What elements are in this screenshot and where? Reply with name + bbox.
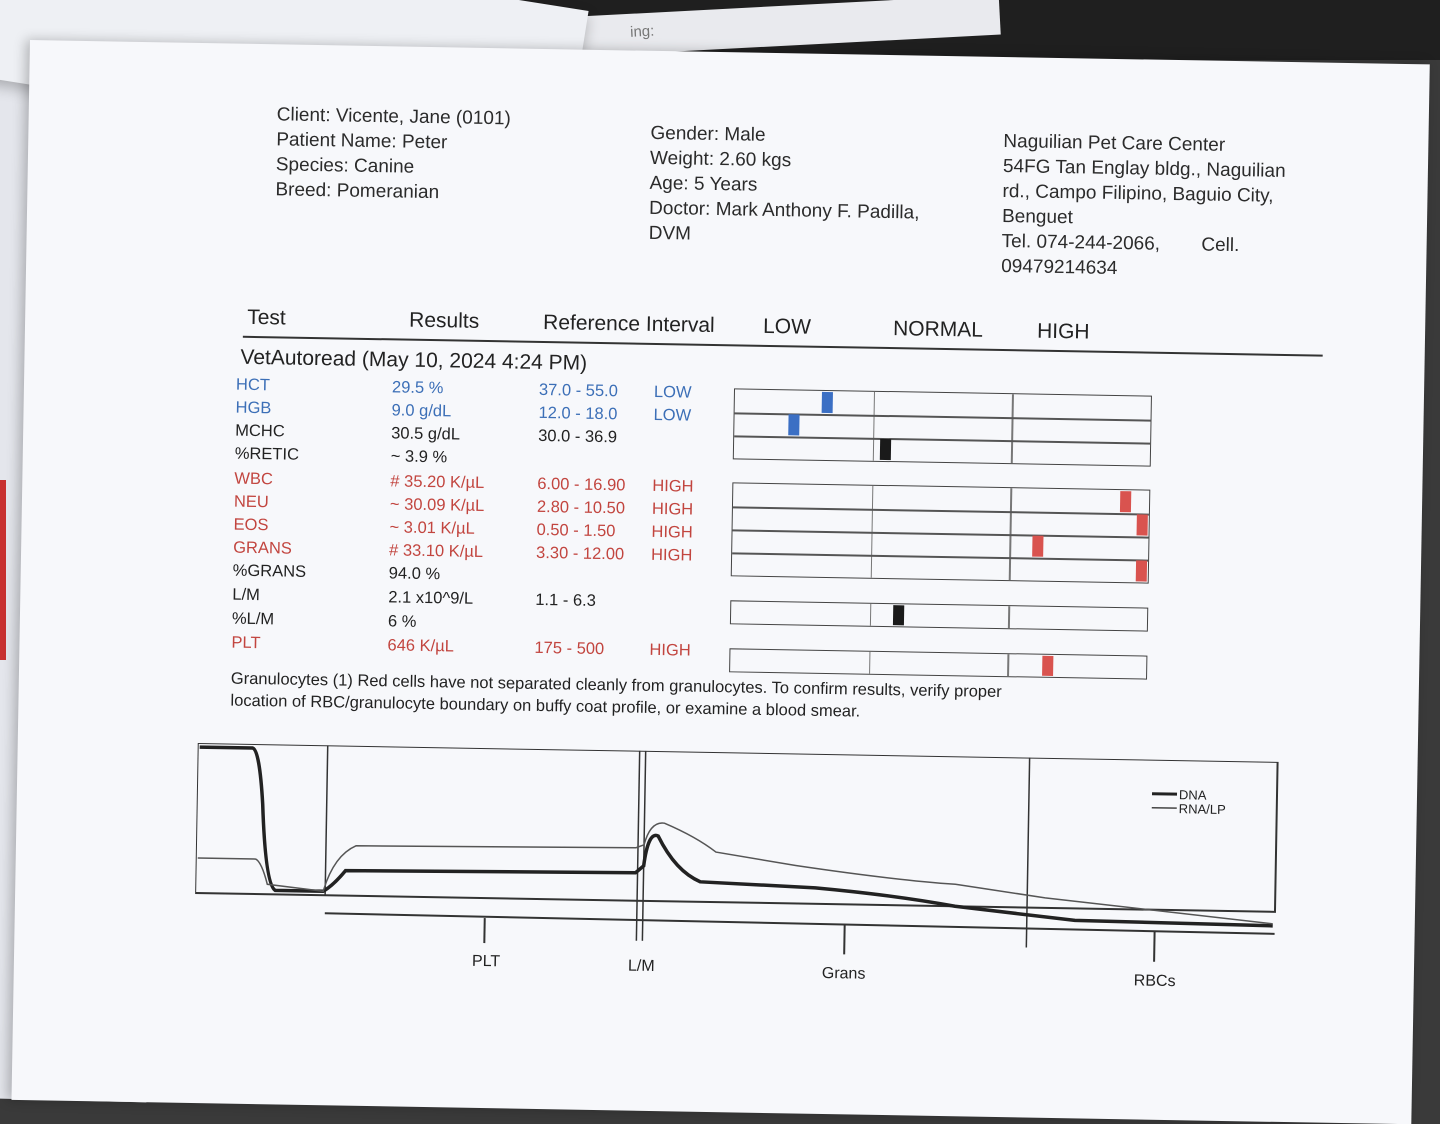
gauge-row-line bbox=[733, 506, 1149, 515]
range-gauge bbox=[733, 388, 1152, 466]
test-reference: 12.0 - 18.0 bbox=[538, 404, 617, 424]
zone-label-rbcs: RBCs bbox=[1134, 972, 1176, 990]
test-name: HCT bbox=[236, 376, 270, 396]
gauge-marker bbox=[893, 605, 904, 625]
run-title: VetAutoread (May 10, 2024 4:24 PM) bbox=[240, 346, 587, 376]
col-test: Test bbox=[247, 306, 286, 331]
col-high: HIGH bbox=[1037, 320, 1090, 345]
test-reference: 2.80 - 10.50 bbox=[537, 498, 625, 519]
test-flag: LOW bbox=[654, 383, 692, 403]
test-flag: HIGH bbox=[649, 641, 691, 661]
gauge-marker bbox=[1032, 536, 1043, 557]
gauge-divider bbox=[870, 604, 872, 626]
test-result: ~ 3.9 % bbox=[391, 447, 448, 467]
test-reference: 175 - 500 bbox=[534, 639, 604, 659]
test-name: %GRANS bbox=[233, 562, 307, 582]
gauge-marker bbox=[822, 392, 833, 413]
profile-divider bbox=[636, 751, 639, 941]
gauge-marker bbox=[1136, 560, 1147, 581]
breed-line: Breed: Pomeranian bbox=[275, 177, 510, 206]
zone-tick bbox=[1154, 932, 1155, 962]
clinic-cell: 09479214634 bbox=[1001, 254, 1284, 284]
gauge-divider bbox=[869, 652, 871, 674]
test-result: 94.0 % bbox=[389, 564, 441, 584]
profile-divider bbox=[1026, 758, 1029, 948]
test-name: GRANS bbox=[233, 539, 292, 559]
test-name: NEU bbox=[234, 493, 269, 513]
clinic-cell-label: Cell. bbox=[1201, 234, 1239, 256]
gauge-marker bbox=[788, 414, 799, 435]
test-result: ~ 30.09 K/µL bbox=[390, 495, 485, 516]
gauge-row-line bbox=[734, 435, 1150, 444]
profile-frame bbox=[195, 743, 1277, 912]
gauge-marker bbox=[879, 439, 890, 460]
test-reference: 6.00 - 16.90 bbox=[537, 475, 625, 496]
col-low: LOW bbox=[763, 315, 811, 340]
test-name: EOS bbox=[233, 516, 268, 536]
test-result: # 33.10 K/µL bbox=[389, 541, 483, 562]
test-name: %L/M bbox=[232, 610, 275, 630]
gauge-row-line bbox=[732, 552, 1148, 561]
gauge-divider bbox=[872, 392, 875, 461]
gauge-divider bbox=[1007, 654, 1009, 676]
zone-label-plt: PLT bbox=[472, 953, 501, 970]
test-reference: 37.0 - 55.0 bbox=[539, 381, 618, 401]
test-name: PLT bbox=[231, 634, 260, 654]
note-text: ing: bbox=[630, 23, 655, 41]
test-name: L/M bbox=[232, 586, 260, 605]
legend-rna-label: RNA/LP bbox=[1179, 801, 1226, 817]
zone-label-grans: Grans bbox=[822, 965, 866, 983]
test-reference: 1.1 - 6.3 bbox=[535, 591, 596, 611]
gauge-divider bbox=[1011, 394, 1014, 463]
test-reference: 30.0 - 36.9 bbox=[538, 427, 617, 447]
doctor-title: DVM bbox=[649, 221, 920, 251]
gauge-marker bbox=[1136, 514, 1147, 535]
test-result: 29.5 % bbox=[392, 378, 444, 398]
test-name: WBC bbox=[234, 470, 273, 490]
test-result: 30.5 g/dL bbox=[391, 424, 460, 444]
test-name: MCHC bbox=[235, 422, 285, 442]
gauge-divider bbox=[1008, 606, 1010, 628]
test-reference: 0.50 - 1.50 bbox=[536, 521, 615, 541]
test-flag: HIGH bbox=[652, 500, 694, 520]
test-name: %RETIC bbox=[235, 445, 299, 465]
test-flag: HIGH bbox=[651, 523, 693, 543]
test-flag: LOW bbox=[653, 406, 691, 426]
profile-divider bbox=[325, 745, 328, 895]
test-result: ~ 3.01 K/µL bbox=[389, 518, 475, 538]
test-flag: HIGH bbox=[652, 477, 694, 497]
patient-info: Client: Vicente, Jane (0101) Patient Nam… bbox=[275, 102, 511, 206]
test-result: 2.1 x10^9/L bbox=[388, 588, 473, 608]
range-gauge bbox=[731, 482, 1151, 583]
dna-trace bbox=[197, 747, 1276, 926]
col-reference: Reference Interval bbox=[543, 311, 715, 338]
zone-tick bbox=[844, 924, 845, 954]
col-normal: NORMAL bbox=[893, 317, 983, 343]
test-reference: 3.30 - 12.00 bbox=[536, 544, 624, 565]
red-paper-edge bbox=[0, 480, 6, 660]
clinic-info: Naguilian Pet Care Center 54FG Tan Engla… bbox=[1001, 129, 1286, 284]
test-result: 6 % bbox=[388, 612, 417, 631]
gauge-row-line bbox=[733, 529, 1149, 538]
clinic-tel: Tel. 074-244-2066, bbox=[1001, 231, 1160, 255]
test-result: # 35.20 K/µL bbox=[390, 472, 484, 493]
test-name: HGB bbox=[235, 399, 271, 419]
gauge-marker bbox=[1042, 656, 1053, 676]
test-result: 646 K/µL bbox=[387, 636, 454, 656]
gauge-marker bbox=[1120, 491, 1131, 512]
test-result: 9.0 g/dL bbox=[391, 401, 451, 421]
zone-label-lm: L/M bbox=[628, 958, 655, 975]
visit-info: Gender: Male Weight: 2.60 kgs Age: 5 Yea… bbox=[649, 121, 921, 251]
lab-report-sheet: Client: Vicente, Jane (0101) Patient Nam… bbox=[12, 40, 1430, 1124]
buffy-coat-profile: DNA RNA/LP PLT L/M Grans RBCs bbox=[193, 743, 1297, 1012]
col-results: Results bbox=[409, 309, 479, 334]
test-flag: HIGH bbox=[651, 546, 693, 566]
